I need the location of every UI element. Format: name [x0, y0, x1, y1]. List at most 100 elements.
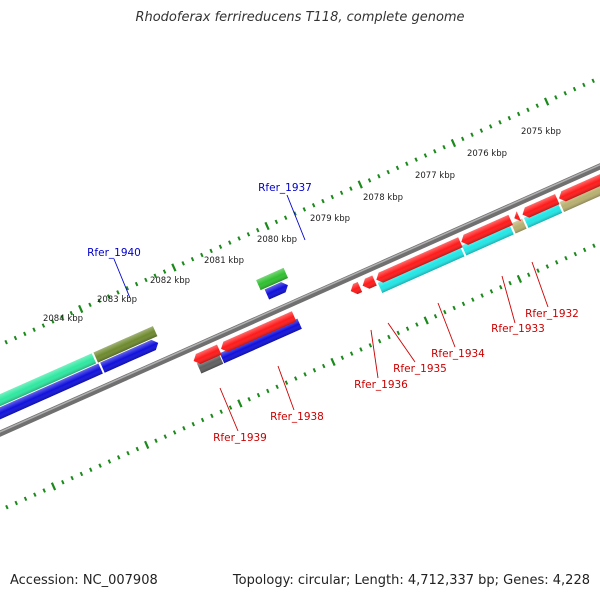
gene-label-leader: [531, 261, 549, 308]
scale-tick: [591, 78, 595, 84]
scale-tick: [88, 302, 92, 308]
scale-label: 2077 kbp: [415, 171, 455, 181]
scale-tick: [516, 111, 521, 117]
gene-arrow-shading: [221, 311, 297, 352]
scale-tick: [563, 91, 567, 96]
scale-label: 2080 kbp: [257, 235, 297, 245]
scale-tick: [275, 384, 279, 390]
scale-tick: [23, 331, 27, 337]
scale-tick: [32, 327, 36, 332]
gene-label-leader: [501, 275, 516, 324]
scale-tick: [70, 475, 74, 481]
gene-arrow-shading: [0, 363, 103, 420]
scale-tick: [228, 240, 232, 245]
gene-label-leader: [437, 302, 456, 348]
scale-tick: [182, 426, 186, 431]
scale-label: 2082 kbp: [150, 276, 190, 286]
scale-tick: [51, 319, 55, 324]
scale-tick: [582, 82, 586, 88]
scale-tick: [508, 280, 512, 286]
scale-tick: [480, 293, 484, 298]
scale-tick: [387, 334, 391, 340]
scale-label: 2081 kbp: [204, 256, 244, 266]
scale-tick: [256, 392, 261, 398]
scale-tick: [247, 397, 251, 402]
scale-tick: [190, 256, 195, 262]
scale-tick: [395, 165, 400, 171]
gene-label-leader: [286, 194, 306, 241]
scale-tick: [471, 297, 475, 302]
scale-tick: [349, 351, 354, 356]
scale-tick: [582, 247, 587, 253]
scale-label: 2084 kbp: [43, 314, 83, 324]
scale-tick: [181, 261, 185, 266]
scale-tick: [414, 157, 418, 162]
scale-tick: [573, 251, 578, 257]
scale-tick: [526, 107, 530, 113]
scale-tick: [572, 86, 577, 92]
scale-tick: [357, 180, 363, 189]
scale-tick: [116, 455, 121, 460]
scale-label: 2083 kbp: [97, 295, 137, 305]
scale-tick: [450, 138, 457, 148]
scale-tick: [349, 186, 353, 191]
scale-tick: [284, 380, 289, 385]
accession-text: Accession: NC_007908: [10, 573, 158, 588]
scale-tick: [200, 252, 204, 258]
gene-arrow-shading: [256, 267, 289, 291]
scale-tick: [23, 496, 28, 502]
scale-tick: [33, 492, 37, 497]
scale-tick: [237, 399, 243, 408]
scale-tick: [60, 315, 64, 320]
gene-label-leader: [219, 387, 239, 432]
scale-tick: [461, 136, 465, 142]
scale-tick: [339, 190, 344, 196]
scale-tick: [488, 124, 493, 129]
gene-arrow-shading: [0, 353, 97, 410]
scale-tick: [321, 363, 326, 369]
scale-tick: [266, 388, 270, 394]
gene-arrow-shading: [559, 168, 600, 202]
scale-tick: [507, 115, 512, 121]
gene-arrow-shading: [511, 218, 527, 234]
scale-tick: [153, 273, 157, 279]
scale-tick: [274, 219, 279, 225]
scale-tick: [154, 438, 158, 443]
scale-tick: [50, 482, 57, 491]
scale-tick: [144, 440, 150, 449]
scale-tick: [163, 434, 168, 439]
scale-tick: [107, 459, 112, 464]
scale-tick: [162, 269, 167, 274]
gene-label: Rfer_1935: [393, 363, 447, 375]
gene-arrow-shading: [559, 180, 600, 212]
scale-tick: [5, 504, 9, 510]
scale-tick: [433, 149, 437, 154]
gene-arrow-shading: [376, 237, 463, 283]
gene-arrow-shading: [377, 246, 465, 293]
gene-label-leader: [277, 365, 295, 411]
scale-tick: [283, 215, 288, 220]
gene-features: [0, 168, 600, 420]
scale-tick: [461, 301, 466, 307]
scale-tick: [489, 289, 494, 294]
scale-label: 2075 kbp: [521, 127, 561, 137]
backbone-line: [0, 126, 600, 474]
gene-arrow-shading: [362, 275, 377, 289]
scale-tick: [415, 322, 419, 327]
scale-tick: [200, 417, 205, 423]
scale-tick: [312, 367, 317, 373]
scale-tick: [405, 326, 410, 331]
scale-tick: [294, 376, 298, 381]
scale-tick: [554, 95, 558, 100]
scale-tick: [219, 409, 223, 414]
gene-label: Rfer_1938: [270, 411, 324, 423]
gene-arrow-shading: [93, 326, 158, 363]
scale-tick: [377, 173, 381, 179]
scale-tick: [13, 335, 18, 341]
scale-tick: [116, 290, 120, 295]
gene-label: Rfer_1932: [525, 308, 579, 320]
scale-tick: [545, 264, 550, 269]
scale-tick: [535, 103, 540, 108]
scale-tick: [79, 471, 84, 477]
